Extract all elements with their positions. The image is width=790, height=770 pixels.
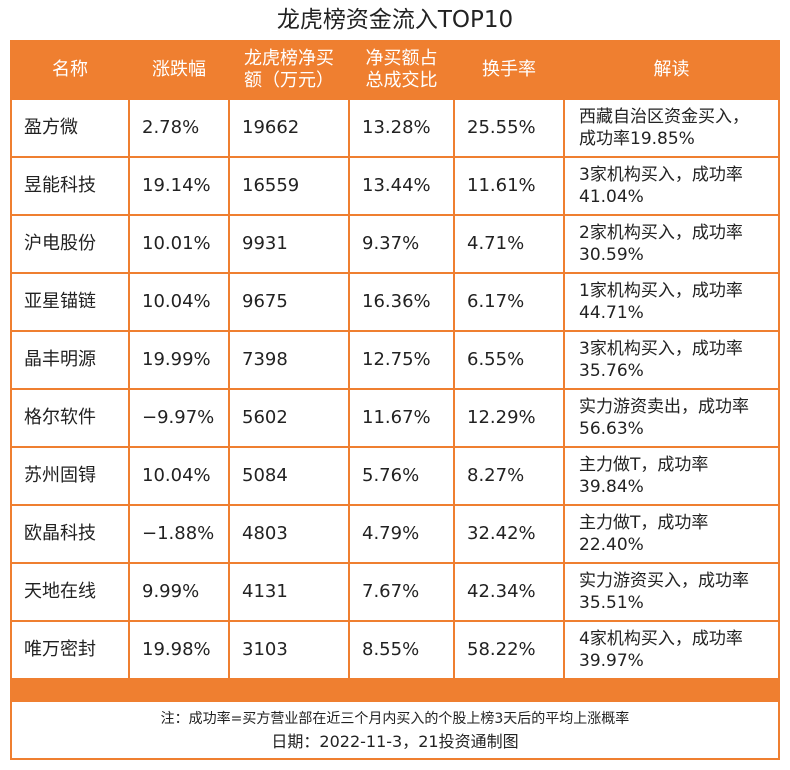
table-cell: 42.34% (455, 564, 563, 620)
table-cell: 欧晶科技 (12, 506, 128, 562)
table-cell: 10.04% (130, 274, 228, 330)
table-cell: 4.71% (455, 216, 563, 272)
table-cell: 实力游资卖出，成功率56.63% (565, 390, 778, 446)
table-cell: 58.22% (455, 622, 563, 678)
table-cell: 12.75% (350, 332, 453, 388)
table-cell: 4803 (230, 506, 348, 562)
table-cell: 格尔软件 (12, 390, 128, 446)
table-cell: 2.78% (130, 100, 228, 156)
table-cell: 晶丰明源 (12, 332, 128, 388)
table-body: 盈方微 2.78% 19662 13.28% 25.55% 西藏自治区资金买入，成功率19… (12, 100, 778, 678)
header-cell: 龙虎榜净买额（万元） (230, 42, 348, 98)
table-cell: 19.98% (130, 622, 228, 678)
table-cell: 5.76% (350, 448, 453, 504)
table-cell: 盈方微 (12, 100, 128, 156)
table-cell: 3家机构买入，成功率41.04% (565, 158, 778, 214)
table-cell: 19.99% (130, 332, 228, 388)
table-cell: 昱能科技 (12, 158, 128, 214)
table-cell: 4131 (230, 564, 348, 620)
table-row: 昱能科技 19.14% 16559 13.44% 11.61% 3家机构买入，成功率41.… (12, 158, 778, 214)
table-cell: 13.44% (350, 158, 453, 214)
table-row: 沪电股份 10.01% 9931 9.37% 4.71% 2家机构买入，成功率30.59% (12, 216, 778, 272)
table-row: 盈方微 2.78% 19662 13.28% 25.55% 西藏自治区资金买入，成功率19… (12, 100, 778, 156)
table-cell: 西藏自治区资金买入，成功率19.85% (565, 100, 778, 156)
table-cell: 7398 (230, 332, 348, 388)
table-cell: 沪电股份 (12, 216, 128, 272)
table-cell: 2家机构买入，成功率30.59% (565, 216, 778, 272)
table-cell: 19.14% (130, 158, 228, 214)
header-cell: 解读 (565, 42, 778, 98)
table-cell: 5602 (230, 390, 348, 446)
table-cell: 5084 (230, 448, 348, 504)
table-cell: 6.55% (455, 332, 563, 388)
header-cell: 名称 (12, 42, 128, 98)
table-cell: 唯万密封 (12, 622, 128, 678)
table-row: 亚星锚链 10.04% 9675 16.36% 6.17% 1家机构买入，成功率44.71… (12, 274, 778, 330)
table-cell: 9.99% (130, 564, 228, 620)
table-row: 天地在线 9.99% 4131 7.67% 42.34% 实力游资买入，成功率35.51% (12, 564, 778, 620)
table-row: 唯万密封 19.98% 3103 8.55% 58.22% 4家机构买入，成功率39.97… (12, 622, 778, 678)
header-row: 名称 涨跌幅 龙虎榜净买额（万元） 净买额占总成交比 换手率 解读 (12, 42, 778, 98)
footer-note: 注：成功率=买方营业部在近三个月内买入的个股上榜3天后的平均上涨概率 (160, 711, 630, 727)
table-row: 晶丰明源 19.99% 7398 12.75% 6.55% 3家机构买入，成功率35.76… (12, 332, 778, 388)
title: 龙虎榜资金流入TOP10 (276, 7, 514, 33)
table-cell: −1.88% (130, 506, 228, 562)
table-cell: 7.67% (350, 564, 453, 620)
table-cell: 12.29% (455, 390, 563, 446)
table-cell: 3家机构买入，成功率35.76% (565, 332, 778, 388)
table-cell: 苏州固锝 (12, 448, 128, 504)
footer: 注：成功率=买方营业部在近三个月内买入的个股上榜3天后的平均上涨概率 日期：20… (12, 702, 778, 758)
table-cell: 8.55% (350, 622, 453, 678)
table-cell: 11.61% (455, 158, 563, 214)
table-cell: 3103 (230, 622, 348, 678)
table-cell: 4家机构买入，成功率39.97% (565, 622, 778, 678)
table: 名称 涨跌幅 龙虎榜净买额（万元） 净买额占总成交比 换手率 解读 盈方微 2.78% 196… (10, 40, 780, 680)
table-frame: 名称 涨跌幅 龙虎榜净买额（万元） 净买额占总成交比 换手率 解读 盈方微 2.78% 196… (10, 40, 780, 760)
table-cell: 6.17% (455, 274, 563, 330)
table-cell: 9931 (230, 216, 348, 272)
header-cell: 净买额占总成交比 (350, 42, 453, 98)
footer-date: 日期：2022-11-3，21投资通制图 (271, 732, 519, 751)
table-cell: 1家机构买入，成功率44.71% (565, 274, 778, 330)
table-cell: 16.36% (350, 274, 453, 330)
table-row: 欧晶科技 −1.88% 4803 4.79% 32.42% 主力做T，成功率22.40% (12, 506, 778, 562)
header-cell: 换手率 (455, 42, 563, 98)
table-cell: 主力做T，成功率22.40% (565, 506, 778, 562)
table-cell: 实力游资买入，成功率35.51% (565, 564, 778, 620)
table-cell: 32.42% (455, 506, 563, 562)
header-cell: 涨跌幅 (130, 42, 228, 98)
table-cell: 13.28% (350, 100, 453, 156)
table-cell: 亚星锚链 (12, 274, 128, 330)
table-cell: 10.01% (130, 216, 228, 272)
table-cell: 11.67% (350, 390, 453, 446)
table-cell: 10.04% (130, 448, 228, 504)
table-cell: 9.37% (350, 216, 453, 272)
table-cell: −9.97% (130, 390, 228, 446)
table-row: 苏州固锝 10.04% 5084 5.76% 8.27% 主力做T，成功率39.84% (12, 448, 778, 504)
table-cell: 天地在线 (12, 564, 128, 620)
table-cell: 4.79% (350, 506, 453, 562)
table-cell: 9675 (230, 274, 348, 330)
table-cell: 主力做T，成功率39.84% (565, 448, 778, 504)
table-row: 格尔软件 −9.97% 5602 11.67% 12.29% 实力游资卖出，成功率56.6… (12, 390, 778, 446)
table-cell: 16559 (230, 158, 348, 214)
table-cell: 8.27% (455, 448, 563, 504)
table-cell: 25.55% (455, 100, 563, 156)
table-cell: 19662 (230, 100, 348, 156)
